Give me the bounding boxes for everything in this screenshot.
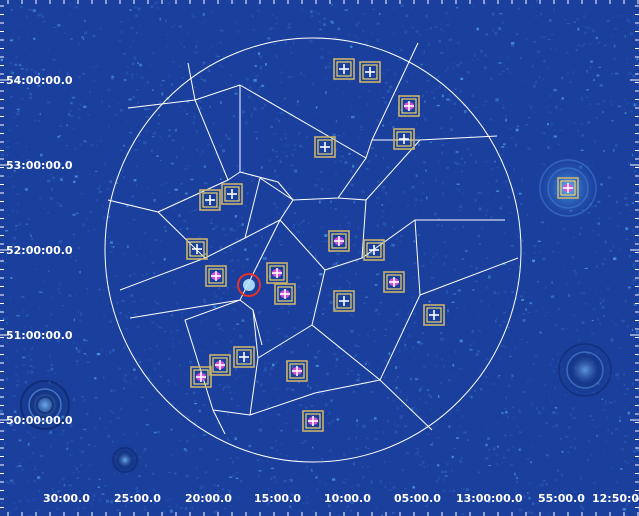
- source-box: [393, 128, 415, 150]
- source-box: [266, 262, 288, 284]
- ra-axis-labels: 30:00.0 25:00.0 20:00.0 15:00.0 10:00.0 …: [43, 492, 639, 505]
- source-box: [359, 61, 381, 83]
- outer-source-bottom-left: [107, 442, 143, 478]
- ra-label: 25:00.0: [114, 492, 161, 505]
- ra-label: 10:00.0: [324, 492, 371, 505]
- ra-label: 15:00.0: [254, 492, 301, 505]
- source-box: [328, 230, 350, 252]
- source-box: [221, 183, 243, 205]
- source-box: [302, 410, 324, 432]
- dec-axis-labels: 54:00:00.0 53:00:00.0 52:00:00.0 51:00:0…: [6, 74, 73, 427]
- dec-label: 54:00:00.0: [6, 74, 73, 87]
- dec-label: 51:00:00.0: [6, 329, 73, 342]
- field-of-view-circle: [104, 37, 522, 463]
- source-box: [199, 189, 221, 211]
- outer-source-right-bottom: [551, 336, 619, 404]
- ra-label: 13:00:00.0: [456, 492, 523, 505]
- ra-label: 55:00.0: [538, 492, 585, 505]
- ra-label: 12:50:00: [592, 492, 639, 505]
- source-box: [274, 283, 296, 305]
- ra-label: 05:00.0: [394, 492, 441, 505]
- facet-tessellation: [107, 42, 519, 435]
- outer-source-left: [13, 373, 77, 437]
- dec-label: 52:00:00.0: [6, 244, 73, 257]
- target-circle-marker: [237, 273, 261, 297]
- source-box: [233, 346, 255, 368]
- source-box: [286, 360, 308, 382]
- ra-label: 20:00.0: [185, 492, 232, 505]
- source-box: [423, 304, 445, 326]
- source-markers: [186, 58, 579, 432]
- source-box: [333, 58, 355, 80]
- source-box: [557, 177, 579, 199]
- source-box: [205, 265, 227, 287]
- source-box: [363, 239, 385, 261]
- source-box: [314, 136, 336, 158]
- dec-label: 53:00:00.0: [6, 159, 73, 172]
- source-box: [383, 271, 405, 293]
- source-box: [209, 354, 231, 376]
- source-box: [398, 95, 420, 117]
- source-box: [186, 238, 208, 260]
- dec-label: 50:00:00.0: [6, 414, 73, 427]
- source-box: [190, 366, 212, 388]
- ra-label: 30:00.0: [43, 492, 90, 505]
- source-box: [333, 290, 355, 312]
